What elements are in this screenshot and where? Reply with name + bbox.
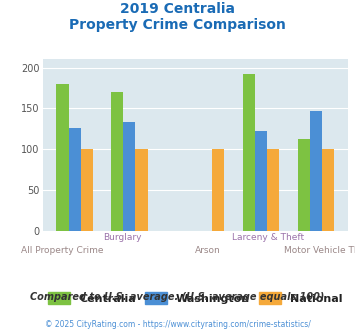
Bar — [255, 131, 267, 231]
Text: © 2025 CityRating.com - https://www.cityrating.com/crime-statistics/: © 2025 CityRating.com - https://www.city… — [45, 320, 310, 329]
Text: Compared to U.S. average. (U.S. average equals 100): Compared to U.S. average. (U.S. average … — [30, 292, 325, 302]
Bar — [243, 74, 255, 231]
Legend: Centralia, Washington, National: Centralia, Washington, National — [44, 288, 347, 308]
Bar — [69, 128, 81, 231]
Text: All Property Crime: All Property Crime — [21, 246, 104, 255]
Bar — [81, 149, 93, 231]
Bar — [212, 149, 224, 231]
Text: 2019 Centralia: 2019 Centralia — [120, 2, 235, 16]
Bar — [111, 92, 124, 231]
Bar — [267, 149, 279, 231]
Text: Property Crime Comparison: Property Crime Comparison — [69, 18, 286, 32]
Text: Motor Vehicle Theft: Motor Vehicle Theft — [284, 246, 355, 255]
Bar — [322, 149, 334, 231]
Text: Arson: Arson — [195, 246, 220, 255]
Text: Larceny & Theft: Larceny & Theft — [231, 233, 304, 242]
Bar — [56, 84, 69, 231]
Bar — [298, 140, 310, 231]
Bar — [310, 111, 322, 231]
Bar — [136, 149, 148, 231]
Bar — [124, 122, 136, 231]
Text: Burglary: Burglary — [104, 233, 142, 242]
